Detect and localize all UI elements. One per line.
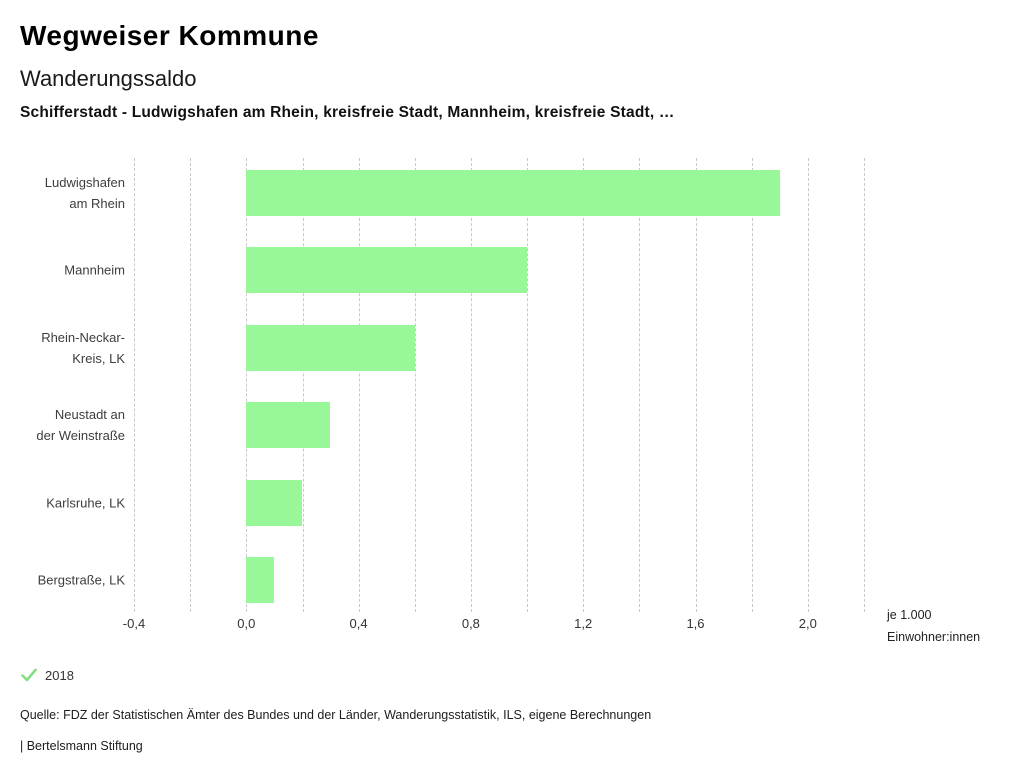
x-axis-tick-label: -0,4 [122, 616, 146, 631]
axis-unit-line-1: je 1.000 [887, 608, 932, 622]
selection-breadcrumb: Schifferstadt - Ludwigshafen am Rhein, k… [20, 104, 675, 121]
bar-5[interactable] [246, 479, 303, 526]
bar-3[interactable] [246, 324, 415, 371]
x-axis-tick-label: 1,6 [686, 616, 705, 631]
x-axis-tick-label: 1,2 [574, 616, 593, 631]
gridline [864, 158, 865, 612]
gridline [807, 158, 809, 612]
chart-title: Wanderungssaldo [20, 66, 197, 91]
brand-note: | Bertelsmann Stiftung [20, 739, 143, 753]
x-axis-tick-label: 0,0 [237, 616, 256, 631]
gridline [527, 158, 529, 612]
gridline [414, 158, 416, 612]
gridline [134, 158, 135, 612]
gridline [639, 158, 641, 612]
category-label: Karlsruhe, LK [46, 495, 125, 511]
gridline [583, 158, 585, 612]
gridline [190, 158, 192, 612]
gridline [751, 158, 753, 612]
category-label: Ludwigshafen am Rhein [44, 175, 125, 211]
legend-year-label: 2018 [45, 667, 74, 683]
category-label: Rhein-Neckar- Kreis, LK [41, 329, 125, 366]
bar-4[interactable] [246, 402, 331, 449]
x-axis-tick-label: 0,4 [349, 616, 368, 631]
gridline [470, 158, 472, 612]
bar-1[interactable] [246, 170, 780, 216]
axis-unit-label: je 1.000 Einwohner:innen [887, 604, 980, 648]
category-label: Neustadt an der Weinstraße [36, 407, 125, 444]
bar-2[interactable] [246, 247, 528, 294]
source-note: Quelle: FDZ der Statistischen Ämter des … [20, 708, 652, 722]
gridline [246, 158, 248, 612]
bar-6[interactable] [246, 557, 275, 603]
category-label: Bergstraße, LK [37, 572, 125, 588]
category-label: Mannheim [64, 262, 125, 278]
axis-unit-line-2: Einwohner:innen [887, 630, 981, 644]
bar-chart: je 1.000 Einwohner:innen Ludwigshafen am … [36, 158, 980, 648]
x-axis-tick-label: 2,0 [798, 616, 817, 631]
gridline [695, 158, 697, 612]
check-icon [20, 666, 38, 684]
page-title: Wegweiser Kommune [20, 20, 319, 51]
gridline [358, 158, 360, 612]
legend-item-2018[interactable]: 2018 [20, 666, 74, 684]
x-axis-tick-label: 0,8 [461, 616, 480, 631]
gridline [302, 158, 304, 612]
